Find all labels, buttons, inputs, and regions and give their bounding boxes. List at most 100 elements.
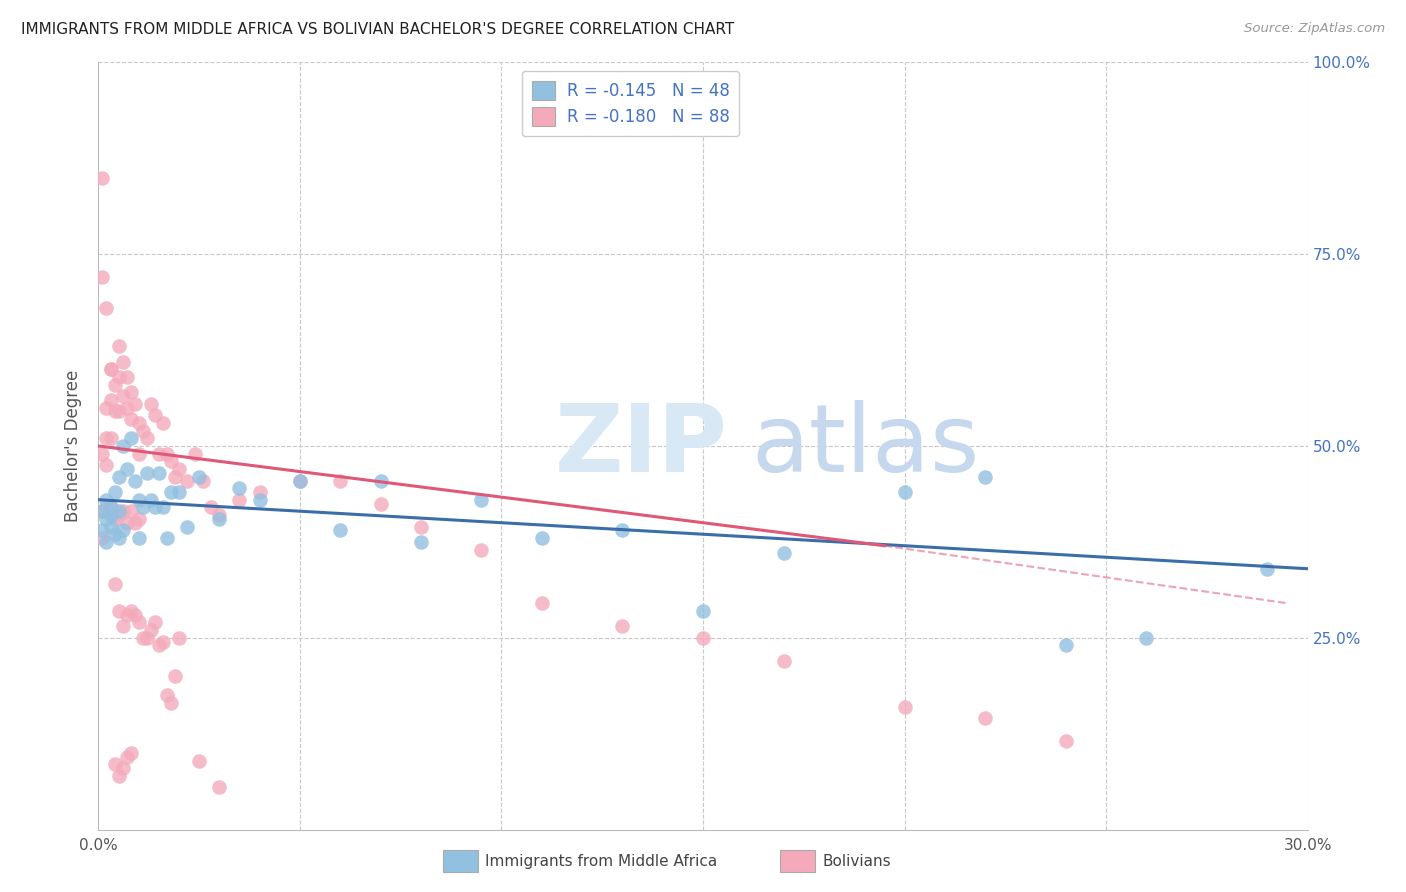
Point [772, 654, 794, 668]
Point [115, 749, 138, 764]
Point [184, 447, 207, 461]
Point [100, 519, 122, 533]
Point [370, 474, 392, 488]
Point [974, 711, 997, 725]
Point [1054, 639, 1077, 653]
Point [103, 527, 125, 541]
Point [96, 458, 118, 473]
Point [156, 689, 179, 703]
Point [188, 469, 211, 483]
Point [329, 474, 352, 488]
Point [100, 362, 122, 376]
Point [124, 516, 146, 530]
Point [692, 604, 714, 618]
Point [96, 534, 118, 549]
Point [128, 512, 150, 526]
Point [160, 696, 183, 710]
Point [974, 469, 997, 483]
Point [288, 474, 311, 488]
Point [107, 531, 129, 545]
Point [409, 519, 432, 533]
Point [249, 492, 271, 507]
Point [103, 512, 125, 526]
Text: atlas: atlas [751, 400, 980, 492]
Point [143, 615, 166, 630]
Point [128, 447, 150, 461]
Point [107, 404, 129, 418]
Point [1256, 562, 1278, 576]
Point [124, 397, 146, 411]
Y-axis label: Bachelor's Degree: Bachelor's Degree [65, 370, 83, 522]
Text: ZIP: ZIP [554, 400, 727, 492]
Point [176, 474, 198, 488]
Point [470, 492, 492, 507]
Point [100, 508, 122, 522]
Point [530, 531, 553, 545]
Point [128, 531, 150, 545]
Point [96, 301, 118, 315]
Text: IMMIGRANTS FROM MIDDLE AFRICA VS BOLIVIAN BACHELOR'S DEGREE CORRELATION CHART: IMMIGRANTS FROM MIDDLE AFRICA VS BOLIVIA… [21, 22, 734, 37]
Point [893, 485, 915, 500]
Point [115, 607, 138, 622]
Point [107, 469, 129, 483]
Point [107, 339, 129, 353]
Point [167, 631, 190, 645]
Point [160, 454, 183, 468]
Point [893, 699, 915, 714]
Point [128, 615, 150, 630]
Point [120, 746, 142, 760]
Point [111, 354, 134, 368]
Point [156, 531, 179, 545]
Point [115, 401, 138, 415]
Point [107, 504, 129, 518]
Point [120, 412, 142, 426]
Point [128, 492, 150, 507]
Point [208, 512, 231, 526]
Point [91, 504, 114, 518]
Point [103, 377, 125, 392]
Point [107, 508, 129, 522]
Point [132, 424, 155, 438]
Point [167, 462, 190, 476]
Point [200, 500, 222, 515]
Point [530, 596, 553, 610]
Point [208, 780, 231, 795]
Point [96, 431, 118, 445]
Point [124, 607, 146, 622]
Point [135, 431, 157, 445]
Point [148, 466, 170, 480]
Point [91, 524, 114, 538]
Legend: R = -0.145   N = 48, R = -0.180   N = 88: R = -0.145 N = 48, R = -0.180 N = 88 [522, 70, 740, 136]
Point [96, 401, 118, 415]
Point [139, 397, 162, 411]
Point [120, 385, 142, 400]
Point [139, 492, 162, 507]
Point [96, 500, 118, 515]
Point [111, 761, 134, 775]
Point [111, 439, 134, 453]
Point [111, 524, 134, 538]
Text: Immigrants from Middle Africa: Immigrants from Middle Africa [485, 855, 717, 869]
Point [91, 270, 114, 285]
Text: Bolivians: Bolivians [823, 855, 891, 869]
Point [288, 474, 311, 488]
Point [115, 462, 138, 476]
Point [163, 669, 186, 683]
Point [124, 474, 146, 488]
Point [612, 524, 634, 538]
Point [148, 447, 170, 461]
Point [100, 362, 122, 376]
Point [193, 474, 215, 488]
Point [107, 769, 129, 783]
Point [152, 416, 174, 430]
Point [370, 496, 392, 510]
Point [91, 504, 114, 518]
Point [96, 512, 118, 526]
Point [772, 546, 794, 560]
Point [100, 392, 122, 407]
Point [160, 485, 183, 500]
Point [100, 431, 122, 445]
Point [143, 409, 166, 423]
Point [103, 577, 125, 591]
Point [143, 500, 166, 515]
